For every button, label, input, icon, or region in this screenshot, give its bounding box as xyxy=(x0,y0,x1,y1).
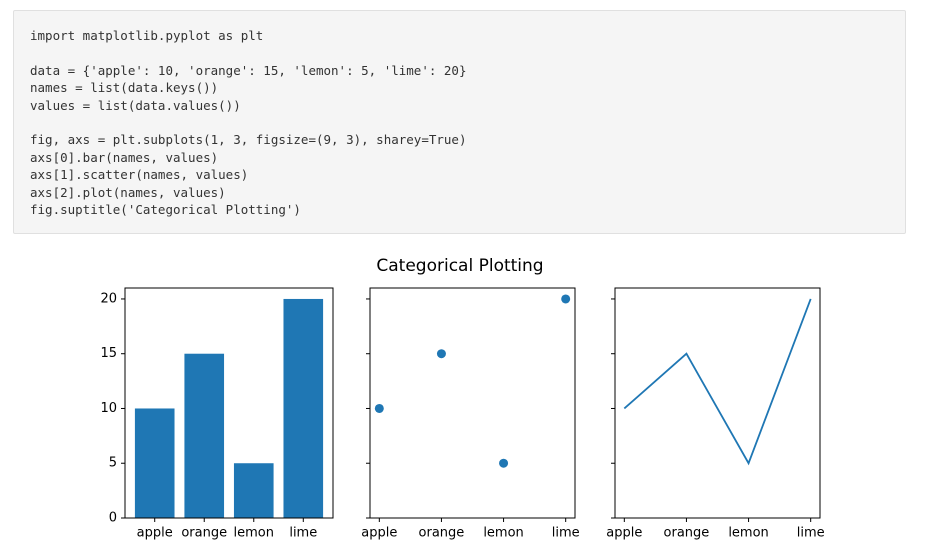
x-tick-label: lime xyxy=(797,526,825,541)
axes-frame xyxy=(369,287,576,519)
x-tick-label: apple xyxy=(361,526,397,541)
code-line: data = {'apple': 10, 'orange': 15, 'lemo… xyxy=(30,62,467,78)
line xyxy=(623,298,812,466)
code-line: import matplotlib.pyplot as plt xyxy=(30,28,264,43)
axes-frame xyxy=(614,287,821,519)
code-paragraph: fig, axs = plt.subplots(1, 3, figsize=(9… xyxy=(30,131,889,218)
code-paragraph: import matplotlib.pyplot as plt xyxy=(30,27,889,44)
x-tick-label: apple xyxy=(137,526,173,541)
y-tick-label: 15 xyxy=(100,346,117,361)
point xyxy=(436,349,446,359)
point xyxy=(499,458,509,468)
y-tick-label: 0 xyxy=(109,511,117,526)
x-tick-label: orange xyxy=(664,526,710,541)
code-line: axs[1].scatter(names, values) xyxy=(30,167,249,183)
bar xyxy=(233,463,274,518)
code-line: names = list(data.keys()) xyxy=(30,80,219,96)
x-tick-label: orange xyxy=(181,526,227,541)
x-tick-label: apple xyxy=(606,526,642,541)
x-tick-label: orange xyxy=(419,526,465,541)
code-line: values = list(data.values()) xyxy=(30,97,241,113)
figure: Categorical Plotting 0 5 10 15 20 apple orange… xyxy=(100,256,825,541)
bar xyxy=(283,298,324,518)
y-tick-label: 5 xyxy=(109,456,117,471)
code-line: fig, axs = plt.subplots(1, 3, figsize=(9… xyxy=(30,132,467,148)
point xyxy=(374,403,384,413)
x-tick-label: lemon xyxy=(234,526,274,541)
code-paragraph: data = {'apple': 10, 'orange': 15, 'lemo… xyxy=(30,62,889,114)
x-tick-label: lime xyxy=(289,526,317,541)
y-tick-label: 20 xyxy=(100,291,117,306)
axes-frame xyxy=(124,287,334,519)
figure-title: Categorical Plotting xyxy=(376,256,543,276)
code-line: axs[0].bar(names, values) xyxy=(30,149,219,165)
x-tick-label: lemon xyxy=(728,526,768,541)
y-tick-label: 10 xyxy=(100,401,117,416)
point xyxy=(561,294,571,304)
code-block: import matplotlib.pyplot as plt data = {'… xyxy=(13,10,906,234)
code-line: fig.suptitle('Categorical Plotting') xyxy=(30,202,301,218)
bar xyxy=(134,408,175,518)
x-tick-label: lime xyxy=(552,526,580,541)
x-tick-label: lemon xyxy=(483,526,523,541)
bar xyxy=(184,353,225,518)
code-line: axs[2].plot(names, values) xyxy=(30,184,226,200)
